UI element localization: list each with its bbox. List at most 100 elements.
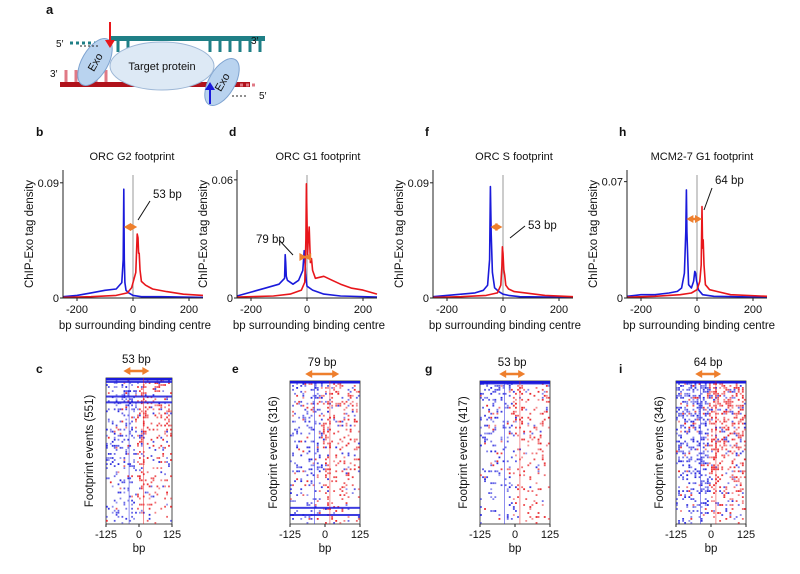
heatmap-cell-i — [706, 480, 709, 483]
heatmap-cell-e — [310, 480, 313, 483]
heatmap-cell-e — [308, 516, 311, 518]
heatmap-cell-i — [682, 442, 685, 445]
heatmap-cell-i — [700, 387, 703, 389]
heatmap-cell-i — [686, 504, 689, 506]
heatmap-cell-i — [721, 474, 724, 477]
heatmap-cell-i — [704, 385, 707, 387]
heatmap-cell-i — [684, 522, 687, 524]
heatmap-cell-i — [721, 438, 724, 441]
heatmap-cell-i — [696, 398, 699, 401]
heatmap-cell-i — [704, 462, 707, 465]
heatmap-y-label-e: Footprint events (316) — [268, 396, 280, 509]
heatmap-cell-i — [706, 387, 709, 389]
heatmap-cell-g — [515, 414, 517, 417]
heatmap-cell-e — [325, 422, 327, 425]
heatmap-cell-g — [512, 400, 515, 403]
heatmap-cell-i — [721, 404, 724, 407]
heatmap-cell-g — [517, 388, 519, 391]
heatmap-cell-i — [690, 458, 693, 461]
heatmap-arrowhead-left-e — [305, 370, 313, 378]
heatmap-cell-g — [531, 452, 534, 455]
heatmap-cell-c — [144, 392, 147, 395]
heatmap-cell-e — [327, 400, 329, 403]
heatmap-cell-i — [729, 498, 732, 500]
heatmap-cell-i — [702, 468, 705, 471]
heatmap-cell-g — [506, 404, 509, 407]
heatmap-cell-c — [140, 440, 143, 443]
heatmap-cell-g — [537, 464, 540, 467]
heatmap-cell-i — [721, 460, 724, 463]
heatmap-cell-g — [517, 516, 519, 518]
heatmap-cell-g — [527, 464, 530, 467]
heatmap-cell-g — [480, 396, 482, 399]
heatmap-cell-g — [508, 482, 511, 485]
heatmap-cell-i — [694, 474, 697, 477]
heatmap-cell-e — [355, 408, 358, 411]
heatmap-cell-c — [117, 491, 120, 494]
heatmap-cell-c — [127, 394, 130, 397]
heatmap-cell-e — [337, 420, 340, 423]
heatmap-cell-g — [486, 418, 489, 421]
heatmap-cell-c — [131, 465, 133, 468]
heatmap-cell-i — [694, 418, 697, 421]
heatmap-cell-c — [107, 392, 110, 395]
heatmap-cell-c — [137, 493, 139, 496]
heatmap-cell-c — [137, 400, 139, 403]
heatmap-cell-i — [690, 472, 693, 475]
y-tick-label-b: 0.09 — [38, 178, 59, 190]
heatmap-cell-c — [164, 406, 166, 409]
annotation-leader-d — [278, 239, 294, 256]
heatmap-cell-e — [298, 466, 301, 469]
heatmap-cell-g — [521, 387, 524, 389]
heatmap-cell-c — [160, 479, 163, 482]
heatmap-cell-c — [111, 505, 114, 508]
heatmap-cell-c — [168, 408, 170, 411]
heatmap-x-tick-label-c: -125 — [95, 529, 117, 541]
heatmap-cell-c — [131, 398, 133, 401]
heatmap-cell-g — [486, 450, 489, 453]
heatmap-cell-e — [341, 490, 344, 492]
heatmap-cell-i — [735, 383, 738, 385]
heatmap-cell-i — [694, 410, 697, 413]
heatmap-cell-c — [131, 420, 133, 423]
heatmap-cell-c — [148, 493, 151, 496]
heatmap-cell-g — [480, 426, 482, 429]
heatmap-cell-e — [304, 390, 307, 393]
heatmap-cell-g — [531, 490, 534, 492]
heatmap-cell-i — [676, 452, 678, 455]
heatmap-cell-i — [682, 385, 685, 387]
heatmap-cell-g — [490, 510, 493, 512]
heatmap-cell-e — [325, 390, 327, 393]
heatmap-cell-g — [525, 408, 528, 411]
heatmap-cell-c — [125, 434, 128, 437]
heatmap-cell-e — [322, 414, 325, 417]
heatmap-cell-i — [713, 500, 715, 502]
heatmap-cell-c — [154, 382, 157, 384]
heatmap-cell-g — [521, 408, 524, 411]
heatmap-cell-c — [166, 398, 168, 401]
heatmap-cell-i — [735, 432, 738, 435]
heatmap-cell-i — [729, 390, 732, 393]
heatmap-cell-c — [135, 394, 137, 397]
footprint-arrowhead-left-h — [686, 215, 694, 223]
heatmap-cell-c — [121, 440, 124, 443]
heatmap-cell-i — [692, 390, 695, 393]
heatmap-cell-e — [296, 444, 299, 447]
x-axis-label-b: bp surrounding binding centre — [59, 320, 211, 332]
heatmap-cell-g — [496, 416, 499, 419]
heatmap-cell-c — [148, 485, 151, 488]
heatmap-cell-g — [531, 438, 534, 441]
heatmap-cell-i — [739, 462, 742, 465]
heatmap-cell-i — [708, 387, 711, 389]
heatmap-cell-c — [127, 446, 130, 449]
heatmap-cell-i — [698, 414, 701, 417]
heatmap-cell-e — [308, 504, 311, 506]
heatmap-cell-i — [676, 388, 678, 391]
heatmap-cell-e — [343, 456, 346, 459]
heatmap-cell-c — [106, 428, 108, 431]
heatmap-cell-c — [109, 428, 112, 431]
heatmap-cell-i — [702, 398, 705, 401]
x-tick-label-d: -200 — [240, 304, 262, 316]
heatmap-cell-e — [331, 404, 334, 407]
